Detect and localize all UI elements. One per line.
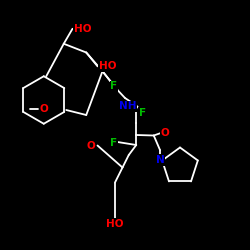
- Text: O: O: [40, 104, 48, 114]
- Text: F: F: [139, 108, 146, 118]
- Text: NH: NH: [119, 101, 136, 111]
- Text: HO: HO: [74, 24, 91, 34]
- Text: HO: HO: [106, 219, 124, 229]
- Text: O: O: [87, 141, 96, 151]
- Text: F: F: [110, 81, 117, 91]
- Text: HO: HO: [99, 61, 116, 71]
- Text: O: O: [160, 128, 170, 138]
- Text: N: N: [156, 155, 164, 165]
- Text: F: F: [110, 138, 117, 147]
